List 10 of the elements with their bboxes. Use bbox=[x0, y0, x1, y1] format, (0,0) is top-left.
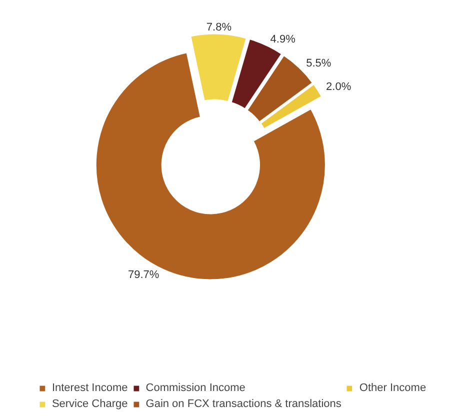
data-label: 4.9% bbox=[270, 34, 296, 46]
legend-label: Interest Income bbox=[52, 382, 128, 394]
legend-label: Gain on FCX transactions & translations bbox=[146, 398, 342, 410]
data-label: 2.0% bbox=[326, 80, 352, 93]
legend-label: Other Income bbox=[359, 382, 426, 394]
legend-label: Commission Income bbox=[146, 382, 246, 394]
data-label: 7.8% bbox=[206, 22, 232, 34]
data-label: 5.5% bbox=[306, 57, 332, 70]
legend-label: Service Charge bbox=[52, 398, 128, 410]
data-label: 79.7% bbox=[128, 269, 160, 282]
